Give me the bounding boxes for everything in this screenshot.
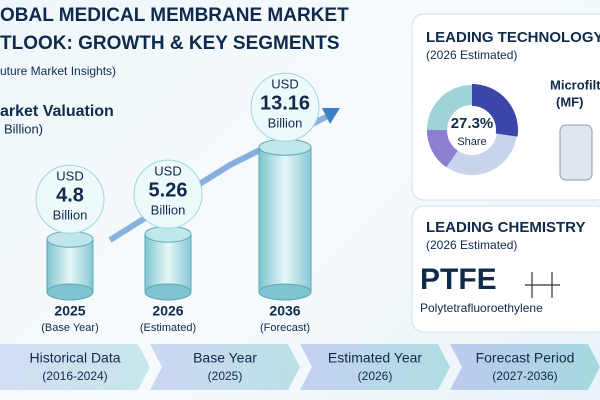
panel-title: LEADING TECHNOLOGY [426, 29, 600, 46]
panel [411, 205, 600, 333]
timeline-label: Historical Data [29, 350, 120, 366]
value-bubble [35, 164, 105, 234]
cylinder-base [46, 283, 94, 301]
donut-share [471, 84, 518, 137]
year-note: (Estimated) [140, 322, 196, 334]
value-currency: USD [154, 164, 181, 179]
value-number: 13.16 [260, 93, 310, 115]
value-bubble [250, 72, 320, 142]
year: 2026 [152, 303, 183, 319]
cylinder [46, 238, 94, 293]
donut-segment [427, 129, 459, 168]
share-value: 27.3% [451, 115, 494, 132]
value-number: 5.26 [149, 179, 188, 201]
source: uture Market Insights) [0, 64, 116, 78]
segment-label: Microfilt [550, 77, 600, 92]
value-currency: USD [271, 77, 298, 92]
timeline-step [150, 344, 300, 390]
section-unit: Billion) [4, 121, 43, 136]
value-unit: Billion [151, 203, 186, 218]
arrow-head [322, 108, 340, 124]
year-note: (Base Year) [41, 322, 98, 334]
share-caption: Share [457, 136, 486, 148]
value-unit: Billion [268, 116, 303, 131]
year: 2025 [54, 303, 85, 319]
timeline-step [450, 344, 600, 390]
chemistry-full-name: Polytetrafluoroethylene [420, 301, 543, 315]
year-note: (Forecast) [260, 322, 310, 334]
timeline: Historical Data (2016-2024) Base Year (2025… [0, 344, 600, 390]
segment-label: (MF) [556, 94, 583, 109]
section-title: arket Valuation [0, 103, 114, 120]
value-currency: USD [56, 169, 83, 184]
timeline-step [0, 344, 150, 390]
title: OBAL MEDICAL MEMBRANE MARKET [0, 5, 349, 26]
cylinder-base [144, 283, 192, 301]
cylinder-base [258, 283, 312, 301]
timeline-label: Forecast Period [476, 350, 575, 366]
timeline-period: (2016-2024) [42, 369, 107, 383]
timeline-step [300, 344, 450, 390]
cylinder [258, 146, 312, 293]
molecule-icon [525, 272, 560, 298]
title: TLOOK: GROWTH & KEY SEGMENTS [0, 33, 340, 54]
panel-title: LEADING CHEMISTRY [426, 219, 585, 236]
donut-segment [427, 85, 473, 131]
panel-subtitle: (2026 Estimated) [426, 48, 517, 62]
panel-subtitle: (2026 Estimated) [426, 238, 517, 252]
filter-icon [559, 124, 593, 181]
value-unit: Billion [53, 208, 88, 223]
cylinder [144, 233, 192, 293]
year: 2036 [269, 303, 300, 319]
value-bubble [133, 159, 203, 229]
value-number: 4.8 [56, 184, 84, 206]
timeline-period: (2025) [208, 369, 243, 383]
timeline-label: Base Year [193, 350, 257, 366]
chemistry-name: PTFE [420, 263, 497, 296]
timeline-period: (2026) [358, 369, 393, 383]
timeline-period: (2027-2036) [492, 369, 557, 383]
timeline-label: Estimated Year [328, 350, 423, 366]
